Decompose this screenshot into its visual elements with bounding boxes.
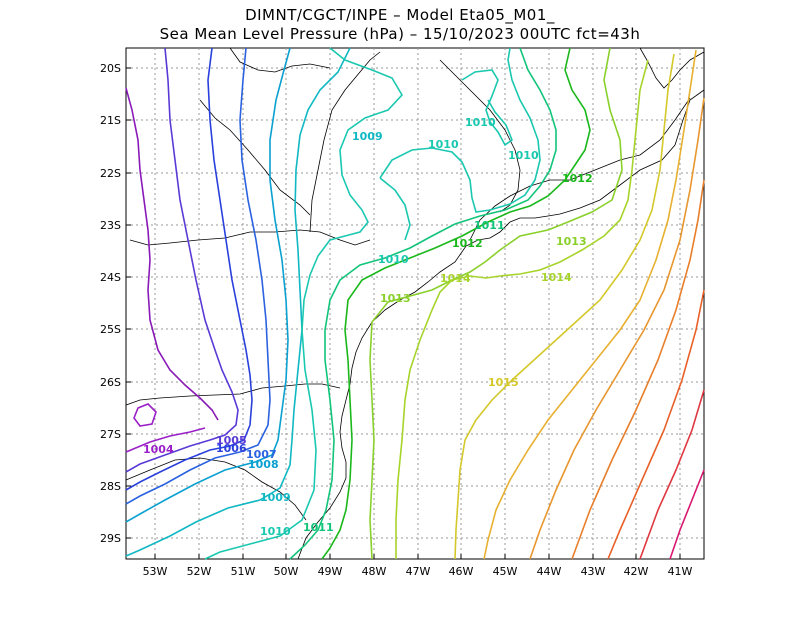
contour-label: 1010 — [465, 116, 496, 129]
contour-label: 1014 — [440, 272, 471, 285]
isobar-1010b — [461, 69, 513, 147]
lat-tick-label: 23S — [100, 219, 121, 232]
state-border — [469, 97, 691, 241]
contour-label: 1010 — [428, 138, 459, 151]
contour-label: 1013 — [556, 235, 587, 248]
contour-label: 1007 — [246, 448, 277, 461]
state-border — [199, 99, 311, 216]
contour-label: 1014 — [541, 271, 572, 284]
isobar-1010c — [379, 47, 541, 213]
isobar-1012 — [321, 47, 591, 560]
contour-labels: 1004 1005 1006 1007 1008 1009 1009 1010 … — [143, 116, 593, 538]
lat-tick-label: 26S — [100, 376, 121, 389]
lon-tick-label: 49W — [318, 565, 343, 578]
lon-tick-label: 53W — [143, 565, 168, 578]
lon-tick-label: 50W — [274, 565, 299, 578]
isobar-1007 — [125, 47, 271, 505]
country-border — [125, 457, 307, 521]
isobar-1003 — [125, 87, 219, 421]
contour-label: 1008 — [248, 458, 279, 471]
lat-tick-label: 29S — [100, 532, 121, 545]
tick-marks — [126, 67, 681, 559]
state-border — [309, 51, 381, 233]
contour-label: 1011 — [474, 219, 505, 232]
state-border — [439, 59, 521, 213]
coastline — [297, 89, 705, 560]
lon-tick-label: 52W — [187, 565, 212, 578]
contour-label: 1015 — [488, 376, 519, 389]
contour-label: 1009 — [352, 130, 383, 143]
isobar-1004-closed — [133, 403, 157, 427]
lat-tick-label: 24S — [100, 271, 121, 284]
lon-tick-label: 44W — [537, 565, 562, 578]
map-title-line1: DIMNT/CGCT/INPE – Model Eta05_M01_ — [245, 6, 555, 24]
lat-tick-label: 27S — [100, 428, 121, 441]
contour-label: 1009 — [260, 491, 291, 504]
contour-label: 1010 — [260, 525, 291, 538]
lon-tick-label: 51W — [231, 565, 256, 578]
isobar-1008 — [125, 47, 291, 523]
lat-tick-label: 28S — [100, 480, 121, 493]
isobar-1016 — [483, 49, 697, 560]
isobar-1006 — [125, 47, 253, 491]
isobar-1020 — [639, 389, 705, 560]
isobar-1004 — [125, 427, 206, 453]
contour-label: 1010 — [378, 253, 409, 266]
lat-tick-label: 22S — [100, 167, 121, 180]
isobar-1017 — [529, 97, 705, 560]
isobar-1013 — [369, 47, 623, 560]
map-title-line2: Sea Mean Level Pressure (hPa) – 15/10/20… — [159, 25, 641, 43]
state-border — [125, 383, 341, 406]
lon-tick-label: 43W — [581, 565, 606, 578]
lon-tick-label: 48W — [362, 565, 387, 578]
isobar-1019 — [607, 289, 705, 560]
isobar-1014 — [395, 59, 649, 559]
lat-tick-label: 21S — [100, 114, 121, 127]
contour-label: 1005 — [216, 434, 247, 447]
state-border — [129, 229, 371, 246]
lon-tick-label: 46W — [449, 565, 474, 578]
isobar-1010 — [204, 47, 403, 560]
isobar-1011 — [289, 47, 557, 560]
isobar-1015 — [454, 53, 675, 560]
map-frame — [125, 47, 705, 560]
isobar-1021 — [669, 469, 705, 560]
isobar-1009 — [125, 47, 351, 557]
lat-tick-label: 25S — [100, 323, 121, 336]
contour-label: 1010 — [508, 149, 539, 162]
isobar-1018 — [571, 179, 705, 560]
contour-label: 1012 — [452, 237, 483, 250]
state-border — [639, 47, 705, 89]
isobar-1005 — [125, 47, 239, 473]
contour-label: 1011 — [303, 521, 334, 534]
lon-tick-label: 47W — [406, 565, 431, 578]
coastline-borders — [125, 47, 705, 560]
contour-label: 1013 — [380, 292, 411, 305]
lon-tick-label: 45W — [493, 565, 518, 578]
isobars — [125, 47, 705, 560]
lon-tick-label: 41W — [668, 565, 693, 578]
lat-tick-label: 20S — [100, 62, 121, 75]
isobar-1010d — [379, 177, 411, 241]
contour-label: 1012 — [562, 172, 593, 185]
state-border — [229, 47, 331, 73]
contour-label: 1004 — [143, 443, 174, 456]
lon-tick-label: 42W — [624, 565, 649, 578]
contour-label: 1006 — [216, 442, 247, 455]
